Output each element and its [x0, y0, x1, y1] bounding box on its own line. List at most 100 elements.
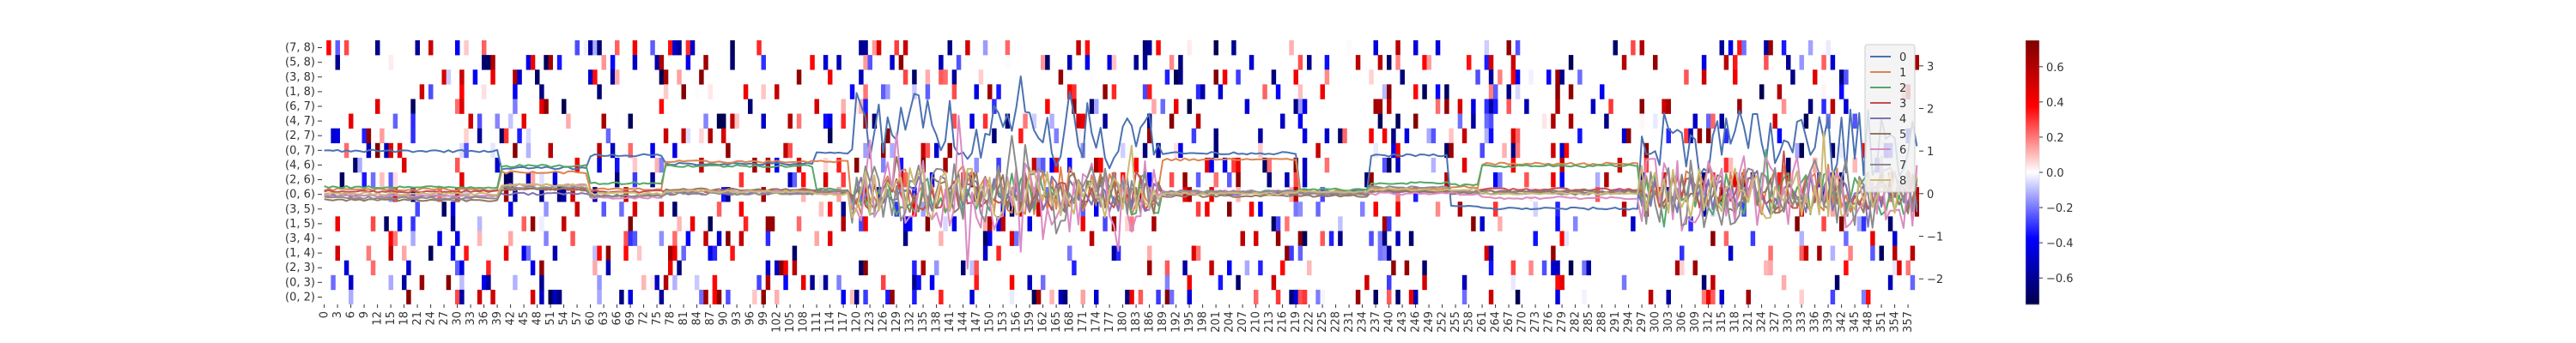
heatmap-cell [1510, 157, 1516, 173]
heatmap-cell [1125, 216, 1130, 232]
heatmap-cell [712, 289, 718, 304]
heatmap-cell [796, 216, 802, 232]
heatmap-cell [513, 274, 518, 291]
heatmap-cell [1728, 40, 1734, 56]
heatmap-cell [1555, 69, 1560, 85]
heatmap-cell [1510, 260, 1516, 276]
colorbar-band [2026, 216, 2039, 220]
heatmap-cell [1807, 99, 1814, 114]
heatmap-cell [814, 99, 819, 114]
heatmap-cell [1382, 84, 1388, 99]
x-tick-label: 321 [1742, 311, 1755, 333]
heatmap-cell [477, 113, 483, 129]
x-tick-label: 36 [478, 311, 491, 326]
colorbar-band [2026, 62, 2039, 65]
heatmap-cell [1559, 231, 1564, 246]
heatmap-cell [1564, 142, 1570, 159]
x-tick-label: 201 [1210, 311, 1223, 333]
heatmap-cell [1887, 274, 1893, 291]
heatmap-cell [446, 69, 452, 85]
colorbar-band [2026, 49, 2039, 52]
heatmap-cell [1355, 55, 1361, 70]
heatmap-cell [783, 260, 788, 276]
heatmap-cell [1826, 40, 1831, 56]
heatmap-cell [1564, 231, 1570, 246]
heatmap-cell [455, 99, 460, 114]
heatmap-cell [761, 113, 766, 129]
heatmap-cell [1227, 172, 1232, 188]
heatmap-cell [1551, 245, 1556, 261]
heatmap-cell [1089, 231, 1095, 246]
heatmap-cell [1719, 40, 1724, 56]
heatmap-cell [659, 202, 665, 217]
heatmap-cell [1723, 231, 1729, 246]
colorbar-band [2026, 55, 2039, 58]
x-tick-label: 159 [1024, 311, 1036, 333]
heatmap-cell [1604, 113, 1609, 129]
x-tick-label: 204 [1224, 311, 1236, 333]
heatmap-cell [503, 172, 509, 188]
colorbar-band [2026, 112, 2039, 116]
y-tick-label: (5, 8) [285, 57, 315, 69]
heatmap-cell [743, 216, 749, 232]
heatmap-cell [1315, 142, 1321, 159]
heatmap-cell [1000, 216, 1005, 232]
heatmap-cell [556, 55, 562, 70]
heatmap-cell [1373, 99, 1378, 114]
heatmap-cell [601, 113, 606, 129]
heatmap-cell [441, 202, 447, 217]
heatmap-cell [836, 274, 841, 291]
heatmap-cell [854, 99, 860, 114]
heatmap-cell [517, 69, 522, 85]
heatmap-cell [672, 274, 677, 291]
heatmap-cell [672, 231, 677, 246]
heatmap-cell [765, 274, 771, 291]
heatmap-cell [1293, 99, 1298, 114]
heatmap-cell [1435, 202, 1441, 217]
colorbar-band [2026, 214, 2039, 217]
heatmap-cell [765, 260, 771, 276]
heatmap-cell [1444, 99, 1449, 114]
colorbar-band [2026, 154, 2039, 158]
heatmap-cell [982, 231, 988, 246]
heatmap-cell [1559, 274, 1564, 291]
heatmap-cell [765, 231, 771, 246]
heatmap-cell [677, 40, 682, 56]
heatmap-cell [1515, 128, 1521, 144]
heatmap-cell [570, 187, 575, 202]
heatmap-cell [1076, 40, 1081, 56]
heatmap-cell [508, 172, 513, 188]
x-tick-label: 339 [1822, 311, 1835, 333]
heatmap-cell [677, 260, 682, 276]
colorbar-band [2026, 86, 2039, 89]
heatmap-cell [890, 289, 895, 304]
heatmap-cell [974, 274, 979, 291]
heatmap-cell [331, 128, 336, 144]
heatmap-cell [349, 113, 354, 129]
heatmap-cell [854, 157, 860, 173]
heatmap-cell [1084, 55, 1091, 70]
heatmap-cell [1297, 231, 1303, 246]
heatmap-cell [1861, 216, 1867, 232]
heatmap-cell [659, 231, 665, 246]
heatmap-cell [920, 260, 926, 276]
colorbar-band [2026, 104, 2039, 107]
heatmap-cell [1772, 113, 1777, 129]
x-tick-label: 150 [984, 311, 997, 333]
heatmap-cell [1027, 274, 1032, 291]
heatmap-cell [419, 84, 425, 99]
heatmap-cell [1488, 289, 1494, 304]
heatmap-cell [836, 157, 841, 173]
heatmap-cell [1666, 289, 1671, 304]
colorbar-tick-label: 0.6 [2046, 62, 2064, 75]
heatmap-cell [632, 202, 638, 217]
heatmap-cell [859, 187, 864, 202]
heatmap-cell [1830, 289, 1836, 304]
heatmap-cell [415, 40, 420, 56]
heatmap-cell [969, 113, 975, 129]
heatmap-cell [1555, 289, 1560, 304]
x-tick-label: 81 [677, 311, 690, 326]
heatmap-cell [455, 231, 460, 246]
heatmap-cell [1076, 128, 1081, 144]
heatmap-cell [1551, 113, 1556, 129]
